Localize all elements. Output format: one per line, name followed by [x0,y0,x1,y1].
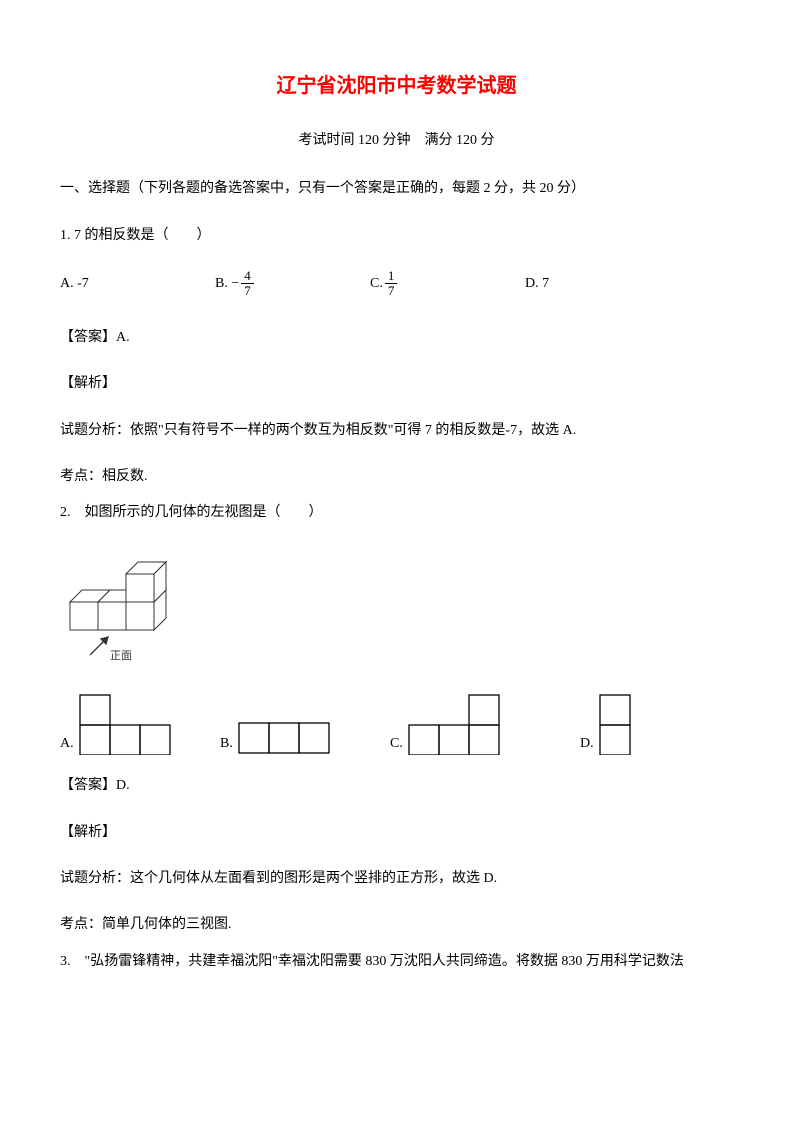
q1-option-d: D. 7 [525,273,625,295]
q2-answer: 【答案】D. [60,775,733,797]
q1-answer: 【答案】A. [60,327,733,349]
option-c-svg [407,693,507,755]
q3-text: 3. "弘扬雷锋精神，共建幸福沈阳"幸福沈阳需要 830 万沈阳人共同缔造。将数… [60,951,733,973]
q1-optb-prefix: B. − [215,273,239,295]
q2-optd-label: D. [580,733,594,755]
q2-options: A. B. C. [60,693,733,755]
option-b-svg [237,721,337,755]
q2-optb-label: B. [220,733,233,755]
q2-opta-label: A. [60,733,74,755]
section-header: 一、选择题（下列各题的备选答案中，只有一个答案是正确的，每题 2 分，共 20 … [60,178,733,200]
fraction-c-den: 7 [385,284,398,298]
q1-options: A. -7 B. − 4 7 C. 1 7 D. 7 [60,269,733,299]
option-d-svg [598,693,634,755]
q1-analysis-label: 【解析】 [60,373,733,395]
q2-optc-label: C. [390,733,403,755]
q2-analysis-label: 【解析】 [60,822,733,844]
q2-figure: 正面 [60,547,733,675]
fraction-b: 4 7 [241,269,254,299]
q2-option-c: C. [390,693,580,755]
q1-option-b: B. − 4 7 [215,269,370,299]
q1-point: 考点：相反数. [60,466,733,488]
q2-option-b: B. [220,721,390,755]
q1-option-c: C. 1 7 [370,269,525,299]
q1-optc-prefix: C. [370,273,383,295]
q1-analysis-text: 试题分析：依照"只有符号不一样的两个数互为相反数"可得 7 的相反数是-7，故选… [60,420,733,442]
fraction-b-num: 4 [241,269,254,284]
fraction-b-den: 7 [241,284,254,298]
arrow-label: 正面 [110,650,132,662]
q1-option-a: A. -7 [60,273,215,295]
page-title: 辽宁省沈阳市中考数学试题 [60,70,733,102]
q2-analysis-text: 试题分析：这个几何体从左面看到的图形是两个竖排的正方形，故选 D. [60,868,733,890]
q2-option-a: A. [60,693,220,755]
fraction-c-num: 1 [385,269,398,284]
option-a-svg [78,693,178,755]
q2-option-d: D. [580,693,700,755]
q2-point: 考点：简单几何体的三视图. [60,914,733,936]
q2-text: 2. 如图所示的几何体的左视图是（ ） [60,502,733,524]
cube-figure-svg: 正面 [60,547,190,667]
fraction-c: 1 7 [385,269,398,299]
q1-text: 1. 7 的相反数是（ ） [60,225,733,247]
exam-info: 考试时间 120 分钟 满分 120 分 [60,130,733,152]
